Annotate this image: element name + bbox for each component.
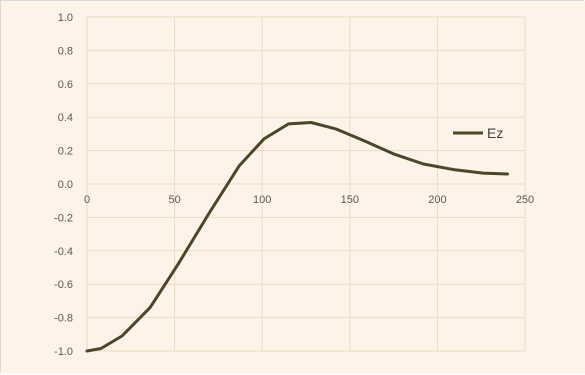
series-line-ez xyxy=(85,121,509,353)
x-tick-label: 200 xyxy=(428,194,446,206)
y-axis-tick-labels: 1.0 0.8 0.6 0.4 0.2 0.0 -0.2 -0.4 -0.6 -0.8 -1.0 xyxy=(54,12,73,358)
y-tick-label: 1.0 xyxy=(58,12,73,24)
x-tick-label: 50 xyxy=(168,194,180,206)
y-tick-label: 0.2 xyxy=(58,146,73,158)
y-tick-label: 0.8 xyxy=(58,45,73,57)
y-tick-label: -0.4 xyxy=(54,246,73,258)
legend: Ez xyxy=(453,125,503,141)
series-lines xyxy=(85,121,509,353)
legend-entry-label: Ez xyxy=(487,125,503,141)
x-tick-label: 0 xyxy=(84,194,90,206)
gridlines xyxy=(86,16,526,352)
x-tick-label: 250 xyxy=(516,194,534,206)
y-tick-label: -0.2 xyxy=(54,212,73,224)
y-tick-label: 0.4 xyxy=(58,112,73,124)
y-tick-label: -1.0 xyxy=(54,346,73,358)
y-tick-label: -0.6 xyxy=(54,279,73,291)
y-tick-label: 0.6 xyxy=(58,79,73,91)
y-tick-label: 0.0 xyxy=(58,179,73,191)
x-tick-label: 100 xyxy=(253,194,271,206)
x-tick-label: 150 xyxy=(341,194,359,206)
x-axis-tick-labels: 0 50 100 150 200 250 xyxy=(84,194,534,206)
y-tick-label: -0.8 xyxy=(54,313,73,325)
